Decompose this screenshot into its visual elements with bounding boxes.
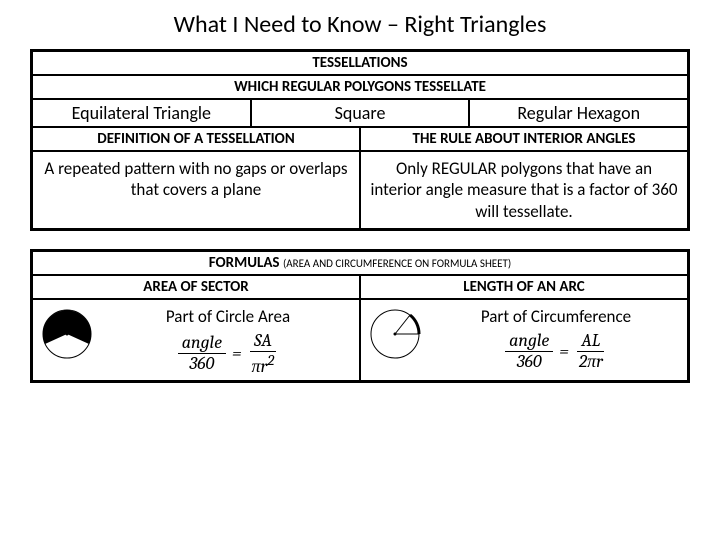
eq-equals: = — [232, 343, 242, 364]
tessellations-block: TESSELLATIONS WHICH REGULAR POLYGONS TES… — [30, 49, 690, 231]
sector-cell: Part of Circle Area angle 360 = SA πr2 — [33, 300, 361, 381]
eq-al: AL — [577, 331, 604, 352]
tess-header: TESSELLATIONS — [33, 52, 687, 76]
formulas-header-text: FORMULAS — [209, 254, 280, 272]
arc-icon — [367, 304, 423, 360]
formulas-block: FORMULAS (AREA AND CIRCUMFERENCE ON FORM… — [30, 249, 690, 384]
arc-header: LENGTH OF AN ARC — [361, 276, 687, 298]
formula-subheaders: AREA OF SECTOR LENGTH OF AN ARC — [33, 276, 687, 300]
polygon-2: Square — [252, 100, 471, 126]
eq-360-2: 360 — [513, 352, 546, 372]
eq-angle2: angle — [505, 331, 553, 352]
def-rule-content: A repeated pattern with no gaps or overl… — [33, 152, 687, 228]
eq-2pir: 2πr — [575, 352, 607, 372]
eq-angle: angle — [178, 333, 226, 354]
sector-equation: angle 360 = SA πr2 — [178, 331, 278, 377]
def-rule-headers: DEFINITION OF A TESSELLATION THE RULE AB… — [33, 128, 687, 152]
rule-text: Only REGULAR polygons that have an inter… — [361, 152, 687, 228]
formulas-header-note: (AREA AND CIRCUMFERENCE ON FORMULA SHEET… — [283, 257, 511, 270]
formulas-header: FORMULAS (AREA AND CIRCUMFERENCE ON FORM… — [33, 252, 687, 276]
polygon-3: Regular Hexagon — [470, 100, 687, 126]
eq-equals2: = — [559, 341, 569, 362]
tess-subheader: WHICH REGULAR POLYGONS TESSELLATE — [33, 76, 687, 100]
rule-header: THE RULE ABOUT INTERIOR ANGLES — [361, 128, 687, 150]
definition-header: DEFINITION OF A TESSELLATION — [33, 128, 361, 150]
sector-icon — [39, 304, 95, 360]
polygons-row: Equilateral Triangle Square Regular Hexa… — [33, 100, 687, 128]
sector-label: Part of Circle Area — [166, 304, 290, 327]
eq-360: 360 — [185, 354, 218, 374]
arc-label: Part of Circumference — [481, 304, 631, 327]
arc-equation: angle 360 = AL 2πr — [505, 331, 607, 372]
formula-content-row: Part of Circle Area angle 360 = SA πr2 — [33, 300, 687, 381]
definition-text: A repeated pattern with no gaps or overl… — [33, 152, 361, 228]
page-title: What I Need to Know – Right Triangles — [30, 10, 690, 39]
arc-cell: Part of Circumference angle 360 = AL 2πr — [361, 300, 687, 381]
polygon-1: Equilateral Triangle — [33, 100, 252, 126]
eq-pir2: πr2 — [248, 352, 279, 377]
eq-sa: SA — [250, 331, 276, 352]
sector-header: AREA OF SECTOR — [33, 276, 361, 298]
